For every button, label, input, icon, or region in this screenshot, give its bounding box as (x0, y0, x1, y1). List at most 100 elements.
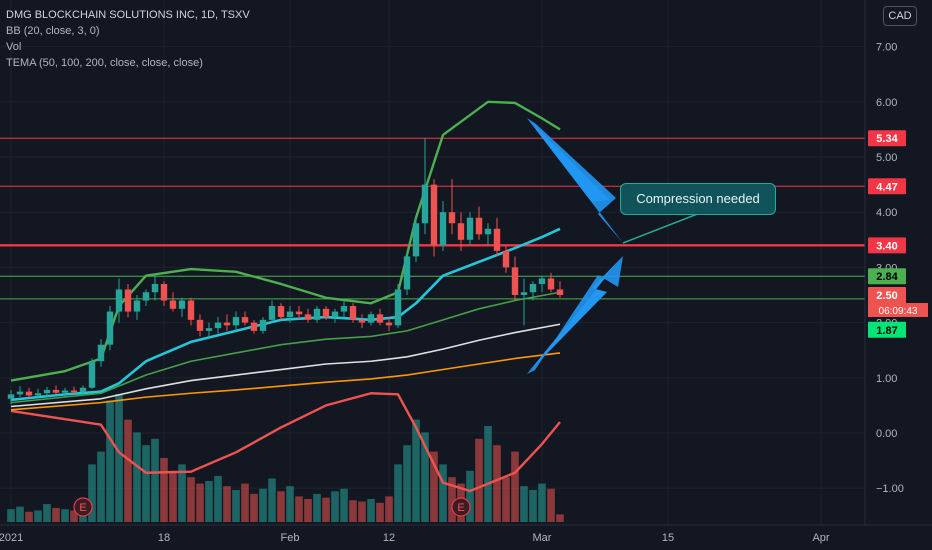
time-axis[interactable]: 202118Feb12Mar15Apr19May (0, 524, 932, 550)
volume-bar (493, 445, 501, 522)
volume-bar (70, 510, 78, 522)
volume-bar (430, 451, 438, 522)
volume-bar (178, 464, 186, 522)
annotation-arrows[interactable] (527, 118, 701, 374)
volume-bar (502, 477, 510, 522)
volume-bar (259, 488, 267, 522)
volume-bar (205, 481, 213, 522)
volume-bar (151, 438, 159, 522)
volume-bar (97, 451, 105, 522)
candle-body (232, 317, 240, 326)
candle-body (133, 300, 141, 312)
volume-bar (241, 483, 249, 522)
candle-body (106, 311, 114, 345)
legend-bb[interactable]: BB (20, close, 3, 0) (6, 25, 100, 37)
series-bb-lower (10, 392, 561, 493)
volume-bar (7, 509, 15, 522)
candle-body (178, 300, 186, 309)
candle-body (286, 311, 294, 318)
legend-vol[interactable]: Vol (6, 41, 22, 53)
compression-callout[interactable]: Compression needed (620, 183, 776, 215)
volume-bar (277, 491, 285, 522)
series-tema-100 (10, 291, 561, 404)
candle-body (511, 267, 519, 295)
candle-body (322, 308, 330, 318)
volume-bar (187, 477, 195, 522)
level-1.87-tag (868, 321, 906, 338)
volume-bar (340, 488, 348, 522)
currency-badge[interactable]: CAD (883, 6, 917, 26)
candle-body (88, 361, 96, 388)
volume-bar (142, 445, 150, 522)
series-tema-200 (10, 323, 561, 408)
volume-bar (232, 490, 240, 522)
candle-body (421, 184, 429, 224)
level-2.84-tag (868, 268, 906, 285)
price-tick-label: 5.00 (876, 152, 897, 164)
candle-body (250, 322, 258, 331)
candle-body (349, 306, 357, 320)
volume-bar (43, 504, 51, 522)
volume-bar (169, 470, 177, 522)
volume-bar (124, 419, 132, 522)
volume-bar (448, 477, 456, 522)
earnings-marker-label: E (79, 502, 86, 514)
level-5.34-label: 5.34 (876, 133, 898, 145)
volume-bar (547, 488, 555, 522)
time-tick-label: 12 (383, 532, 395, 544)
callout-pointer (622, 212, 701, 244)
volume-bar (196, 483, 204, 522)
candle-body (187, 300, 195, 320)
volume-bar (322, 497, 330, 522)
volume-bar (250, 493, 258, 522)
candle-body (430, 184, 438, 246)
candle-body (79, 387, 87, 393)
candle-body (313, 308, 321, 320)
volume-bar (313, 493, 321, 522)
candle-body (385, 322, 393, 326)
series-tema-extra (10, 352, 561, 411)
volume-bars (7, 394, 564, 522)
candle-body (502, 250, 510, 268)
candle-body (124, 289, 132, 312)
candle-body (538, 278, 546, 284)
last-price-tag (868, 287, 906, 303)
arrow-up-head (527, 256, 623, 374)
candle-body (16, 391, 24, 395)
candle-body (43, 389, 51, 394)
price-tick-label: 4.00 (876, 207, 897, 219)
volume-bar (358, 501, 366, 522)
legend-symbol-title[interactable]: DMG BLOCKCHAIN SOLUTIONS INC, 1D, TSXV (6, 9, 250, 21)
candle-body (214, 322, 222, 329)
volume-bar (439, 464, 447, 522)
volume-bar (295, 496, 303, 522)
time-tick-label: Mar (533, 532, 552, 544)
candle-body (196, 319, 204, 331)
volume-bar (421, 432, 429, 522)
volume-bar (61, 509, 69, 522)
volume-bar (52, 507, 60, 522)
candles (7, 138, 564, 405)
candle-body (484, 228, 492, 235)
candle-body (403, 256, 411, 290)
candle-body (277, 306, 285, 318)
candle-body (259, 319, 267, 331)
volume-bar (214, 475, 222, 522)
price-tick-label: 7.00 (876, 42, 897, 54)
volume-bar (160, 458, 168, 522)
candle-body (151, 283, 159, 293)
volume-bar (88, 464, 96, 522)
candle-body (142, 292, 150, 301)
price-axis[interactable]: −2.00−1.000.001.002.003.004.005.006.007.… (864, 0, 932, 550)
candle-body (331, 311, 339, 318)
legend-tema[interactable]: TEMA (50, 100, 200, close, close, close) (6, 57, 203, 69)
volume-bar (304, 498, 312, 522)
volume-bar (520, 486, 528, 522)
volume-bar (556, 514, 564, 522)
volume-bar (268, 478, 276, 522)
volume-bar (403, 445, 411, 522)
candle-body (529, 283, 537, 293)
earnings-marker-label: E (457, 502, 464, 514)
